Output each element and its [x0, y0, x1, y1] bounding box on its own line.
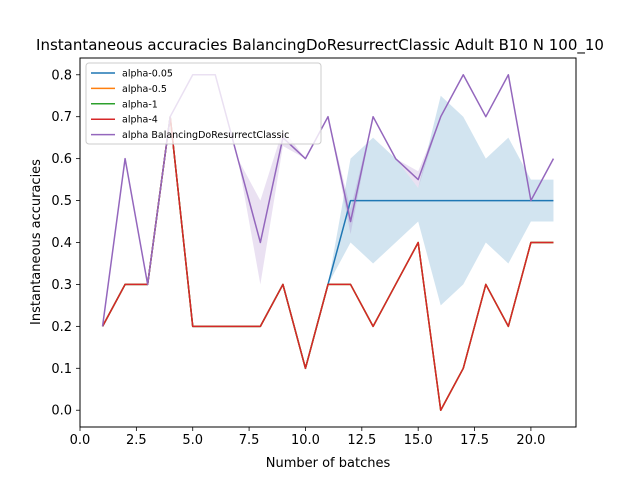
x-tick-label: 5.0: [182, 433, 203, 448]
x-tick-label: 15.0: [404, 433, 433, 448]
x-axis-ticks: 0.0 2.5 5.0 7.5 10.0 12.5 15.0 17.5 20.0: [70, 427, 545, 448]
y-axis-ticks: 0.0 0.1 0.2 0.3 0.4 0.5 0.6 0.7 0.8: [51, 68, 80, 419]
confidence-bands: [102, 74, 554, 369]
y-axis-label: Instantaneous accuracies: [29, 159, 44, 325]
x-tick-label: 10.0: [291, 433, 320, 448]
series-line-3: [101, 115, 554, 411]
legend-label-2: alpha-1: [122, 99, 158, 110]
legend-label-3: alpha-4: [122, 115, 158, 126]
legend-label-1: alpha-0.5: [122, 84, 167, 95]
x-tick-label: 0.0: [70, 433, 91, 448]
x-tick-label: 2.5: [126, 433, 147, 448]
y-tick-label: 0.6: [51, 152, 72, 167]
y-tick-label: 0.1: [51, 362, 72, 377]
legend: alpha-0.05 alpha-0.5 alpha-1 alpha-4 alpha B…: [85, 62, 322, 145]
legend-box: [85, 62, 322, 145]
y-tick-label: 0.5: [51, 194, 72, 209]
y-tick-label: 0.7: [51, 110, 72, 125]
y-tick-label: 0.4: [51, 236, 72, 251]
x-tick-label: 17.5: [460, 433, 489, 448]
legend-items: alpha-0.05 alpha-0.5 alpha-1 alpha-4 alpha B…: [91, 69, 289, 141]
chart-title: Instantaneous accuracies BalancingDoResu…: [36, 36, 604, 55]
y-tick-label: 0.2: [51, 320, 72, 335]
y-tick-label: 0.0: [51, 404, 72, 419]
legend-label-0: alpha-0.05: [122, 69, 173, 80]
legend-label-4: alpha BalancingDoResurrectClassic: [122, 130, 289, 141]
y-tick-label: 0.8: [51, 68, 72, 83]
x-tick-label: 7.5: [239, 433, 260, 448]
x-tick-label: 20.0: [516, 433, 545, 448]
series-band-0: [102, 95, 554, 369]
x-tick-label: 12.5: [347, 433, 376, 448]
series-lines: [101, 74, 555, 411]
x-axis-label: Number of batches: [266, 456, 391, 471]
y-tick-label: 0.3: [51, 278, 72, 293]
